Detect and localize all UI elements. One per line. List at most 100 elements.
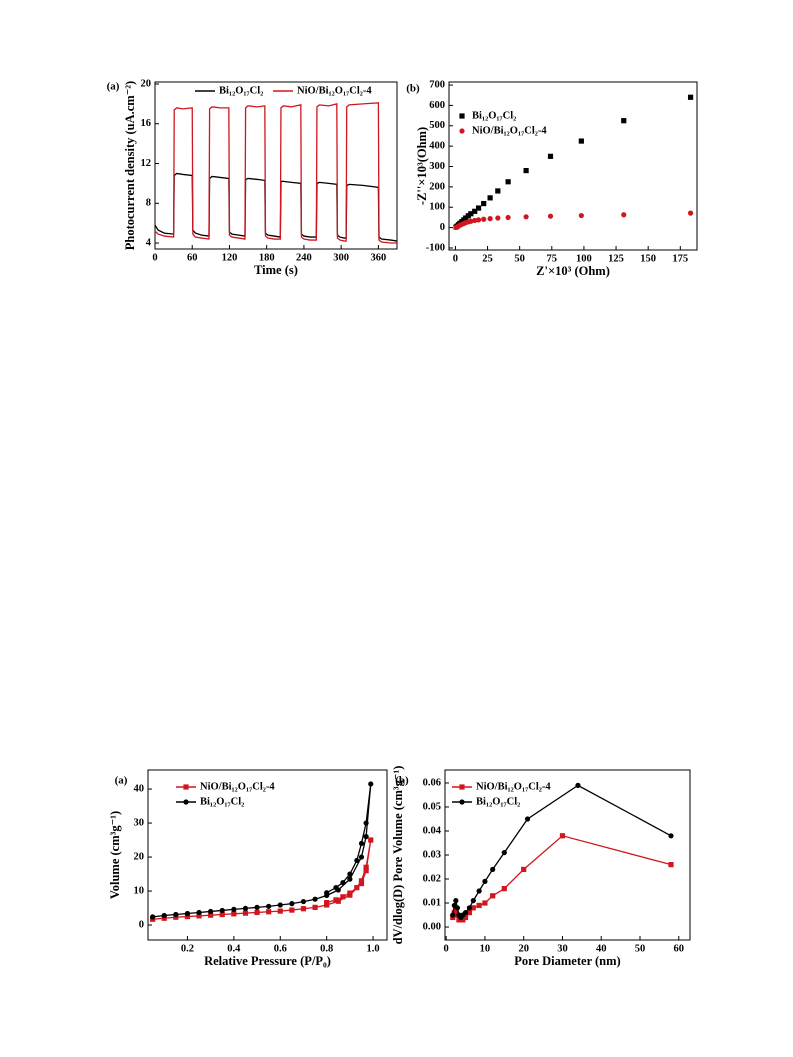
x-tick-label: 150 [640, 253, 656, 264]
x-axis-label: Pore Diameter (nm) [514, 954, 620, 968]
data-point [578, 138, 584, 144]
data-point [289, 901, 295, 907]
data-point [462, 910, 469, 916]
data-point [454, 905, 461, 911]
data-point [495, 215, 501, 221]
x-tick-label: 25 [482, 253, 493, 264]
x-tick-label: 0.6 [274, 943, 287, 954]
y-tick-label: 0.04 [423, 825, 442, 836]
data-point [453, 907, 459, 913]
data-point [621, 118, 627, 124]
x-tick-label: 0 [444, 943, 449, 954]
data-point [505, 179, 511, 185]
data-point [470, 898, 476, 904]
x-tick-label: 0 [152, 252, 157, 263]
y-tick-label: 20 [134, 851, 145, 862]
y-tick-label: 0.03 [423, 849, 441, 860]
y-tick-label: 200 [429, 181, 445, 192]
data-point [524, 816, 531, 822]
data-point [501, 886, 507, 892]
data-point [150, 914, 156, 920]
data-point [368, 837, 374, 843]
data-point [668, 833, 674, 839]
data-point [547, 213, 554, 219]
data-point [340, 879, 346, 886]
data-point [358, 854, 365, 860]
legend-marker [183, 799, 189, 805]
legend-label: Bi₁₂O₁₇Cl₂ [200, 796, 244, 807]
data-point [196, 913, 202, 919]
data-point [621, 212, 627, 218]
data-point [354, 857, 360, 864]
x-tick-label: 360 [371, 252, 387, 263]
data-point [358, 878, 365, 884]
x-tick-label: 180 [259, 252, 275, 263]
y-tick-label: 30 [134, 817, 145, 828]
data-point [231, 911, 237, 917]
data-point [521, 866, 527, 873]
data-point [358, 840, 365, 847]
data-point [242, 910, 249, 916]
y-tick-label: 0.06 [423, 777, 441, 788]
y-tick-label: 300 [429, 161, 445, 172]
legend-marker [183, 784, 189, 790]
data-point [368, 781, 374, 787]
data-point [184, 910, 191, 917]
legend-marker [459, 799, 465, 805]
x-tick-label: 175 [672, 253, 688, 264]
data-point [466, 905, 473, 911]
data-point [547, 153, 554, 159]
data-point [475, 217, 482, 223]
legend-label: NiO/Bi₁₂O₁₇Cl₂-4 [472, 125, 547, 136]
data-point [523, 214, 529, 220]
x-tick-label: 60 [674, 943, 685, 954]
series-line [152, 783, 372, 918]
data-point [505, 214, 511, 221]
data-point [266, 903, 272, 909]
x-tick-label: 20 [518, 943, 529, 954]
y-axis-label: dV/dlog(D) Pore Volume (cm³g⁻¹) [391, 766, 405, 945]
data-point [333, 897, 339, 903]
x-axis-label: Z'×10³ (Ohm) [536, 264, 610, 278]
y-tick-label: 0.00 [423, 921, 441, 932]
y-axis-label: -Z''×10³(Ohm) [415, 127, 429, 205]
data-point [475, 205, 482, 211]
y-tick-label: 400 [429, 141, 445, 152]
data-point [354, 885, 360, 891]
series-line [452, 835, 672, 921]
y-axis-label: Volume (cm³g⁻¹) [108, 811, 122, 899]
y-tick-label: 0.05 [423, 801, 441, 812]
data-point [324, 890, 330, 896]
data-point [196, 909, 202, 916]
data-point [468, 218, 474, 224]
x-tick-label: 0.8 [320, 943, 333, 954]
data-point [453, 898, 459, 904]
data-point [578, 212, 584, 219]
axis-frame [154, 81, 398, 250]
axis-frame [448, 81, 698, 251]
data-point [208, 908, 214, 915]
panel-label: (a) [115, 775, 128, 787]
data-point [347, 876, 353, 882]
y-tick-label: 16 [141, 118, 152, 129]
data-point [523, 167, 529, 174]
y-tick-label: 4 [146, 237, 152, 248]
y-tick-label: 0.02 [423, 873, 441, 884]
legend-marker [459, 128, 465, 134]
x-tick-label: 0 [453, 253, 458, 264]
data-point [289, 907, 295, 913]
x-axis-label: Time (s) [254, 263, 298, 277]
data-point [173, 914, 179, 920]
x-tick-label: 0.4 [227, 943, 241, 954]
y-axis-label: Photocurrent density (uA.cm⁻²) [123, 81, 137, 250]
data-point [184, 913, 191, 920]
legend-label: Bi₁₂O₁₇Cl₂ [219, 85, 263, 96]
data-point [482, 878, 488, 885]
y-tick-label: 0 [139, 919, 144, 930]
data-point [501, 849, 507, 856]
axis-frame [147, 769, 388, 941]
data-point [687, 210, 694, 216]
y-tick-label: 40 [134, 783, 145, 794]
